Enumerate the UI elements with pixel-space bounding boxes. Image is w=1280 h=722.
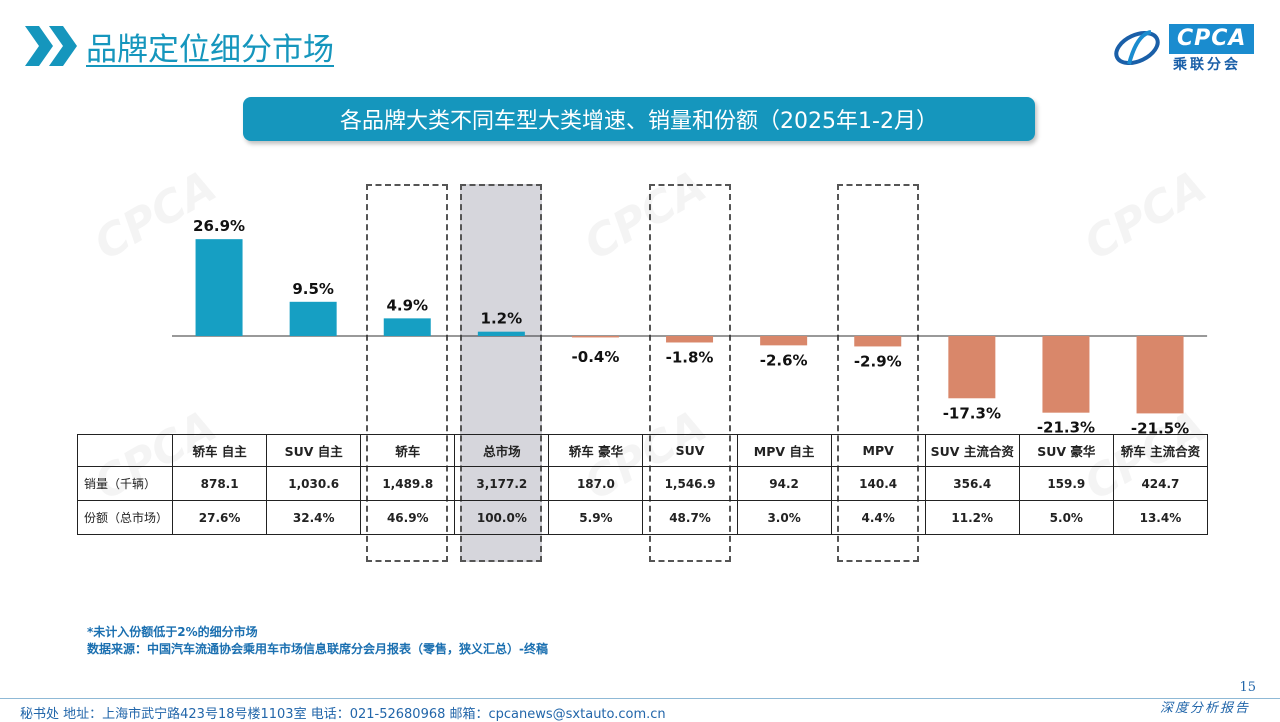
table-row: 份额（总市场） 27.6% 32.4% 46.9% 100.0% 5.9% 48.7% 3.…: [76, 500, 1209, 535]
column-header: MPV 自主: [736, 434, 832, 467]
note-exclusion: *未计入份额低于2%的细分市场: [87, 625, 258, 639]
data-label: -1.8%: [666, 348, 714, 366]
cpca-logo: CPCA 乘联分会: [1111, 24, 1256, 74]
page-title: 品牌定位细分市场: [86, 32, 334, 68]
logo-subtext: 乘联分会: [1173, 57, 1241, 73]
table-cell: 13.4%: [1112, 500, 1209, 535]
table-cell: 5.9%: [548, 500, 644, 535]
table-cell: 5.0%: [1018, 500, 1114, 535]
table-corner-cell: [76, 434, 174, 467]
highlight-box: [648, 184, 731, 562]
table-cell: 1,489.8: [360, 466, 456, 501]
bar: [195, 239, 243, 336]
column-header: SUV 自主: [266, 434, 362, 467]
data-label: 26.9%: [193, 217, 245, 235]
column-header: SUV 豪华: [1018, 434, 1114, 467]
column-header: 轿车 自主: [172, 434, 268, 467]
table-cell: 1,546.9: [642, 466, 738, 501]
chart-title: 各品牌大类不同车型大类增速、销量和份额（2025年1-2月）: [243, 97, 1035, 141]
bar: [289, 301, 337, 336]
bar: [477, 331, 525, 336]
bar: [854, 336, 902, 347]
column-header: SUV: [642, 434, 738, 467]
footer-contact: 秘书处 地址：上海市武宁路423号18号楼1103室 电话：021-526809…: [20, 707, 666, 722]
data-label: 4.9%: [386, 296, 428, 314]
table-cell: 11.2%: [924, 500, 1020, 535]
bar: [948, 336, 996, 399]
page-number: 15: [1239, 680, 1256, 695]
table-cell: 32.4%: [266, 500, 362, 535]
table-cell: 356.4: [924, 466, 1020, 501]
table-row: 销量（千辆） 878.1 1,030.6 1,489.8 3,177.2 187.0 1,…: [76, 466, 1209, 501]
table-cell: 3.0%: [736, 500, 832, 535]
table-cell: 27.6%: [172, 500, 268, 535]
table-cell: 424.7: [1112, 466, 1209, 501]
column-header: SUV 主流合资: [924, 434, 1020, 467]
bar: [383, 318, 431, 336]
notes: *未计入份额低于2%的细分市场 数据来源：中国汽车流通协会乘用车市场信息联席分会…: [87, 624, 548, 658]
bar: [666, 336, 714, 343]
bar: [571, 336, 619, 338]
chevron-icon: [25, 26, 77, 66]
data-label: -21.3%: [1037, 419, 1095, 437]
data-label: 9.5%: [292, 280, 334, 298]
bar: [1042, 336, 1090, 413]
highlight-box: [366, 184, 449, 562]
table-cell: 878.1: [172, 466, 268, 501]
footer-report-type: 深度分析报告: [1159, 701, 1250, 716]
column-header: 轿车: [360, 434, 456, 467]
column-header: 轿车 豪华: [548, 434, 644, 467]
table-cell: 4.4%: [830, 500, 926, 535]
table-cell: 100.0%: [454, 500, 550, 535]
table-cell: 48.7%: [642, 500, 738, 535]
table-cell: 140.4: [830, 466, 926, 501]
logo-text: CPCA: [1169, 24, 1255, 54]
logo-emblem-icon: [1114, 30, 1160, 66]
table-cell: 159.9: [1018, 466, 1114, 501]
data-label: -2.9%: [854, 352, 902, 370]
row-label: 销量（千辆）: [76, 466, 174, 501]
row-label: 份额（总市场）: [76, 500, 174, 535]
table-cell: 1,030.6: [266, 466, 362, 501]
data-label: -0.4%: [572, 348, 620, 366]
data-label: -21.5%: [1131, 419, 1189, 437]
data-table: 轿车 自主 SUV 自主 轿车 总市场 轿车 豪华 SUV MPV 自主 MPV SUV 主流合…: [76, 434, 1209, 535]
growth-bar-chart: 26.9% 9.5% 4.9% 1.2% -0.4% -1.8% -2.6% -2.9% -17…: [172, 217, 1208, 437]
column-header: MPV: [830, 434, 926, 467]
table-cell: 3,177.2: [454, 466, 550, 501]
table-cell: 187.0: [548, 466, 644, 501]
data-label: -2.6%: [760, 351, 808, 369]
table-header-row: 轿车 自主 SUV 自主 轿车 总市场 轿车 豪华 SUV MPV 自主 MPV SUV 主流合…: [76, 434, 1209, 467]
highlight-box: [836, 184, 919, 562]
table-cell: 46.9%: [360, 500, 456, 535]
column-header: 轿车 主流合资: [1112, 434, 1209, 467]
data-label: -17.3%: [943, 404, 1001, 422]
bar: [760, 336, 808, 346]
bar: [1136, 336, 1184, 414]
note-source: 数据来源：中国汽车流通协会乘用车市场信息联席分会月报表（零售，狭义汇总）-终稿: [87, 642, 548, 656]
data-label: 1.2%: [481, 310, 523, 328]
column-header: 总市场: [454, 434, 550, 467]
table-cell: 94.2: [736, 466, 832, 501]
footer-divider: [0, 698, 1280, 699]
